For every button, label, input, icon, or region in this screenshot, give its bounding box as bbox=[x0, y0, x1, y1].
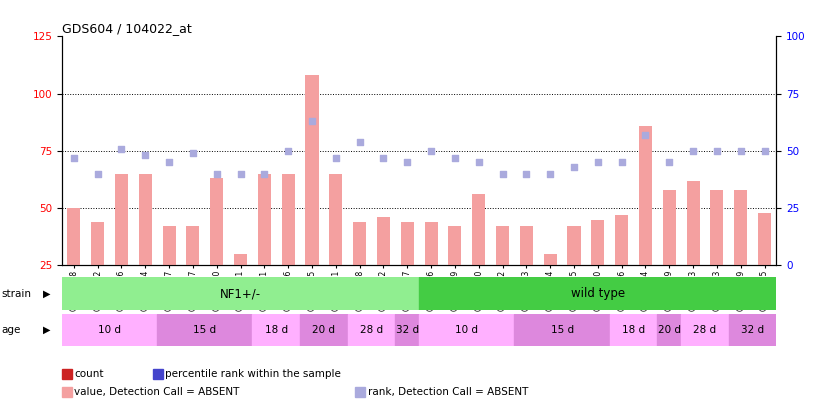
Text: 20 d: 20 d bbox=[657, 325, 681, 335]
Bar bbox=[282, 174, 295, 265]
Point bbox=[544, 171, 557, 177]
Point bbox=[710, 148, 724, 154]
Bar bbox=[419, 277, 776, 310]
Point bbox=[282, 148, 295, 154]
Bar bbox=[234, 254, 247, 265]
Point bbox=[591, 159, 605, 166]
Bar bbox=[258, 174, 271, 265]
Text: strain: strain bbox=[2, 289, 31, 298]
Point bbox=[91, 171, 104, 177]
Point bbox=[67, 154, 80, 161]
Point bbox=[734, 148, 748, 154]
Bar bbox=[615, 215, 629, 265]
Bar bbox=[425, 222, 438, 265]
Bar bbox=[591, 220, 605, 265]
Point bbox=[449, 154, 462, 161]
Bar bbox=[210, 178, 223, 265]
Text: 18 d: 18 d bbox=[622, 325, 645, 335]
Bar bbox=[62, 314, 157, 346]
Text: percentile rank within the sample: percentile rank within the sample bbox=[165, 369, 341, 379]
Text: ▶: ▶ bbox=[43, 325, 50, 335]
Text: 28 d: 28 d bbox=[360, 325, 383, 335]
Text: 20 d: 20 d bbox=[312, 325, 335, 335]
Bar bbox=[139, 174, 152, 265]
Point bbox=[496, 171, 509, 177]
Point bbox=[234, 171, 247, 177]
Text: 28 d: 28 d bbox=[694, 325, 716, 335]
Point bbox=[115, 145, 128, 152]
Point bbox=[139, 152, 152, 159]
Text: wild type: wild type bbox=[571, 287, 625, 300]
Bar bbox=[91, 222, 104, 265]
Point bbox=[377, 154, 390, 161]
Bar bbox=[253, 314, 300, 346]
Bar bbox=[330, 174, 343, 265]
Bar bbox=[163, 226, 176, 265]
Point bbox=[425, 148, 438, 154]
Bar bbox=[515, 314, 610, 346]
Bar bbox=[67, 208, 80, 265]
Bar bbox=[758, 213, 771, 265]
Bar bbox=[638, 126, 652, 265]
Text: 15 d: 15 d bbox=[193, 325, 216, 335]
Bar bbox=[115, 174, 128, 265]
Text: GDS604 / 104022_at: GDS604 / 104022_at bbox=[62, 22, 192, 35]
Text: 15 d: 15 d bbox=[551, 325, 573, 335]
Point bbox=[187, 150, 200, 156]
Bar bbox=[686, 181, 700, 265]
Point bbox=[163, 159, 176, 166]
Bar bbox=[710, 190, 724, 265]
Text: 10 d: 10 d bbox=[98, 325, 121, 335]
Bar bbox=[567, 226, 581, 265]
Point bbox=[258, 171, 271, 177]
Bar bbox=[157, 314, 253, 346]
Bar bbox=[681, 314, 729, 346]
Point bbox=[567, 164, 581, 170]
Point bbox=[615, 159, 629, 166]
Bar bbox=[300, 314, 348, 346]
Text: 18 d: 18 d bbox=[265, 325, 287, 335]
Bar bbox=[353, 222, 366, 265]
Point bbox=[210, 171, 223, 177]
Bar bbox=[520, 226, 533, 265]
Bar bbox=[662, 190, 676, 265]
Bar bbox=[734, 190, 748, 265]
Text: 10 d: 10 d bbox=[455, 325, 478, 335]
Bar bbox=[544, 254, 557, 265]
Bar bbox=[449, 226, 462, 265]
Bar bbox=[396, 314, 419, 346]
Text: 32 d: 32 d bbox=[396, 325, 419, 335]
Bar bbox=[62, 277, 419, 310]
Bar bbox=[348, 314, 396, 346]
Bar bbox=[401, 222, 414, 265]
Bar bbox=[306, 75, 319, 265]
Bar bbox=[496, 226, 509, 265]
Point bbox=[662, 159, 676, 166]
Bar bbox=[377, 217, 390, 265]
Text: age: age bbox=[2, 325, 21, 335]
Point bbox=[306, 118, 319, 124]
Point bbox=[401, 159, 414, 166]
Text: ▶: ▶ bbox=[43, 289, 50, 298]
Point bbox=[758, 148, 771, 154]
Text: count: count bbox=[74, 369, 104, 379]
Bar bbox=[472, 194, 486, 265]
Point bbox=[638, 132, 652, 138]
Bar bbox=[657, 314, 681, 346]
Bar bbox=[419, 314, 515, 346]
Bar bbox=[729, 314, 776, 346]
Text: 32 d: 32 d bbox=[741, 325, 764, 335]
Text: value, Detection Call = ABSENT: value, Detection Call = ABSENT bbox=[74, 387, 240, 397]
Point bbox=[330, 154, 343, 161]
Text: rank, Detection Call = ABSENT: rank, Detection Call = ABSENT bbox=[368, 387, 528, 397]
Point bbox=[520, 171, 533, 177]
Text: NF1+/-: NF1+/- bbox=[220, 287, 261, 300]
Point bbox=[472, 159, 486, 166]
Bar bbox=[187, 226, 200, 265]
Bar bbox=[610, 314, 657, 346]
Point bbox=[353, 139, 366, 145]
Point bbox=[686, 148, 700, 154]
